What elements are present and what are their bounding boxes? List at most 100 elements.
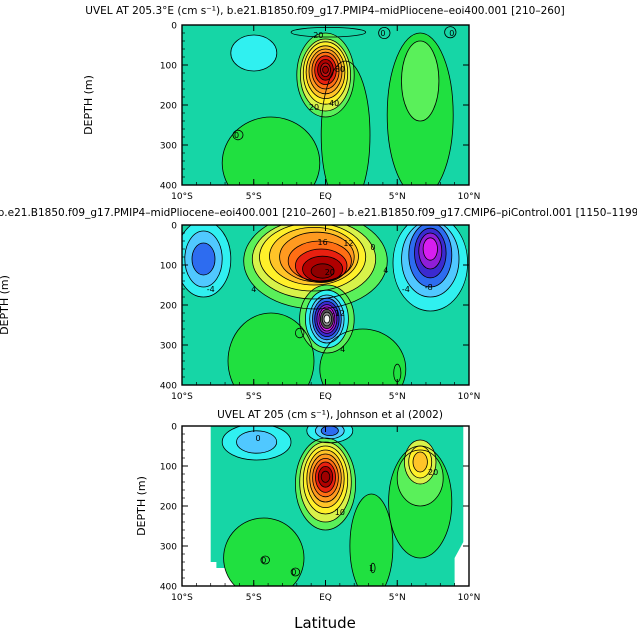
p3-west-neg-contour-0 — [221, 426, 292, 461]
p2-pos-core-contour-7 — [302, 255, 344, 283]
panel-3-ylabel: DEPTH (m) — [135, 476, 148, 536]
panel-2-contour-label: 4 — [383, 266, 388, 275]
p3-west-neg-fill-1 — [236, 430, 277, 454]
panel-2-contour-label: -4 — [402, 285, 410, 294]
p3-euc-contour-8 — [320, 470, 331, 483]
p2-north-neg-contour-3 — [414, 227, 447, 279]
panel-2-contour-label: 20 — [325, 268, 335, 277]
p3-north-core-contour — [396, 449, 444, 507]
p3-north-jet-contour-0 — [404, 439, 437, 485]
panel-2-xtick-label: 5°N — [389, 392, 406, 402]
p3-euc-contour-5 — [312, 457, 339, 498]
p2-pos-core-contour-6 — [295, 248, 348, 283]
p3-small-loop-3 — [370, 562, 376, 574]
p2-deep-neg-contour-6 — [318, 306, 336, 332]
panel-2-contour-label: -4 — [207, 285, 215, 294]
p2-deep-neg-contour-1 — [304, 289, 349, 349]
p2-north-neg-contour-0 — [392, 225, 468, 312]
p1-westward-fill — [230, 35, 277, 71]
panel-3: UVEL AT 205 (cm s⁻¹), Johnson et al (200… — [135, 409, 480, 632]
p3-small-loop-2 — [260, 555, 270, 565]
p3-surface-neg-contour-2 — [320, 426, 339, 436]
p2-north-neg-contour-2 — [408, 225, 453, 288]
p2-deep-neg-contour-4 — [314, 300, 340, 337]
p2-deep-neg-contour-9 — [323, 314, 331, 324]
p1-south-band-fill — [222, 117, 320, 185]
panel-2-field — [182, 225, 469, 385]
panel-2-contour-label: -8 — [425, 283, 433, 292]
p1-euc-contour-8 — [320, 62, 331, 78]
p1-euc-contour-2 — [302, 41, 349, 105]
panel-1-contour-label: 20 — [309, 103, 319, 112]
panel-1-field — [182, 25, 469, 185]
p3-euc-contour-0 — [294, 437, 356, 531]
panel-2-ytick-label: 400 — [160, 382, 177, 392]
panel-1-xtick-label: 5°N — [389, 192, 406, 202]
p3-south-band-fill — [223, 518, 304, 586]
p1-euc-contour-5 — [311, 51, 340, 90]
p3-mid-band-contour — [349, 493, 394, 586]
panel-1-contour-label: 0 — [449, 29, 454, 38]
p1-small-loop-2 — [378, 26, 391, 39]
panel-1-ytick-label: 100 — [160, 62, 177, 72]
p3-euc-contour-7 — [317, 465, 334, 488]
p2-deep-neg-contour-2 — [309, 294, 345, 344]
p1-euc-contour-9 — [322, 65, 329, 74]
p3-small-loop-1 — [290, 567, 301, 577]
p1-euc-contour-1 — [299, 38, 351, 112]
p2-north-neg-contour-5 — [422, 237, 438, 261]
p2-pos-core-contour-1 — [251, 225, 377, 300]
panel-3-xtick-label: 5°S — [246, 593, 262, 603]
panel-2-contour-label: 16 — [318, 238, 328, 247]
p2-pos-core-contour-4 — [279, 231, 355, 283]
p3-euc-contour-3 — [306, 449, 345, 508]
p1-south-band-contour — [221, 116, 321, 185]
p3-west-neg-contour-1 — [236, 430, 278, 454]
p2-pos-core-contour-8 — [310, 263, 335, 279]
panel-1-contour-label: 0 — [234, 131, 239, 140]
panel-1-ytick-label: 300 — [160, 142, 177, 152]
p2-deep-neg-contour-8 — [321, 311, 332, 327]
p1-euc-contour-3 — [305, 45, 346, 99]
p2-deep-neg-contour-7 — [319, 308, 334, 329]
p1-euc-contour-0 — [296, 32, 355, 118]
panel-3-xtick-label: 5°N — [389, 593, 406, 603]
p1-surface-contour — [290, 27, 367, 38]
p2-north-neg-fill-5 — [423, 237, 438, 261]
p2-deep-neg-contour-5 — [316, 304, 338, 334]
p3-euc-contour-2 — [302, 445, 349, 515]
panel-1-contour-label: 20 — [313, 31, 323, 40]
p1-euc-fill-9 — [322, 66, 329, 74]
panel-2-ytick-label: 0 — [171, 222, 177, 232]
panel-2-xtick-label: 10°S — [171, 392, 193, 402]
p2-pos-core-contour-2 — [259, 225, 367, 292]
panel-2-contour-label: 4 — [251, 285, 256, 294]
p2-pos-core-contour-3 — [269, 227, 359, 286]
p2-west-neg-fill-2 — [192, 243, 215, 275]
panel-2-ytick-label: 200 — [160, 302, 177, 312]
p1-north-band-contour — [386, 32, 454, 185]
panel-3-title: UVEL AT 205 (cm s⁻¹), Johnson et al (200… — [217, 409, 443, 421]
panel-3-ytick-label: 0 — [171, 423, 177, 433]
panel-2-contour-label: 0 — [370, 243, 375, 252]
panel-3-contour-label: 10 — [335, 508, 345, 517]
panel-3-contour-label: 20 — [428, 468, 438, 477]
p2-east-band-contour — [319, 328, 407, 385]
p1-north-core-contour — [401, 40, 440, 122]
panel-3-field — [182, 426, 469, 586]
panel-1: UVEL AT 205.3°E (cm s⁻¹), b.e21.B1850.f0… — [82, 5, 565, 202]
p2-south-band-fill — [228, 313, 314, 385]
panel-3-ytick-label: 100 — [160, 463, 177, 473]
p2-pos-core-fill-8 — [311, 263, 335, 279]
p3-euc-fill-8 — [321, 471, 330, 483]
p2-west-neg-contour-2 — [191, 242, 216, 276]
p3-euc-contour-1 — [299, 441, 352, 523]
p1-eq-band-contour — [320, 60, 371, 185]
panel-2-contour-label: -12 — [332, 309, 345, 318]
panel-2-ytick-label: 100 — [160, 262, 177, 272]
panel-2-xtick-label: EQ — [319, 392, 332, 402]
panel-3-contour-label: 0 — [261, 556, 266, 565]
panel-3-contour-label: 0 — [291, 568, 296, 577]
p2-west-neg-contour-1 — [184, 230, 223, 288]
p3-euc-contour-6 — [315, 461, 336, 493]
